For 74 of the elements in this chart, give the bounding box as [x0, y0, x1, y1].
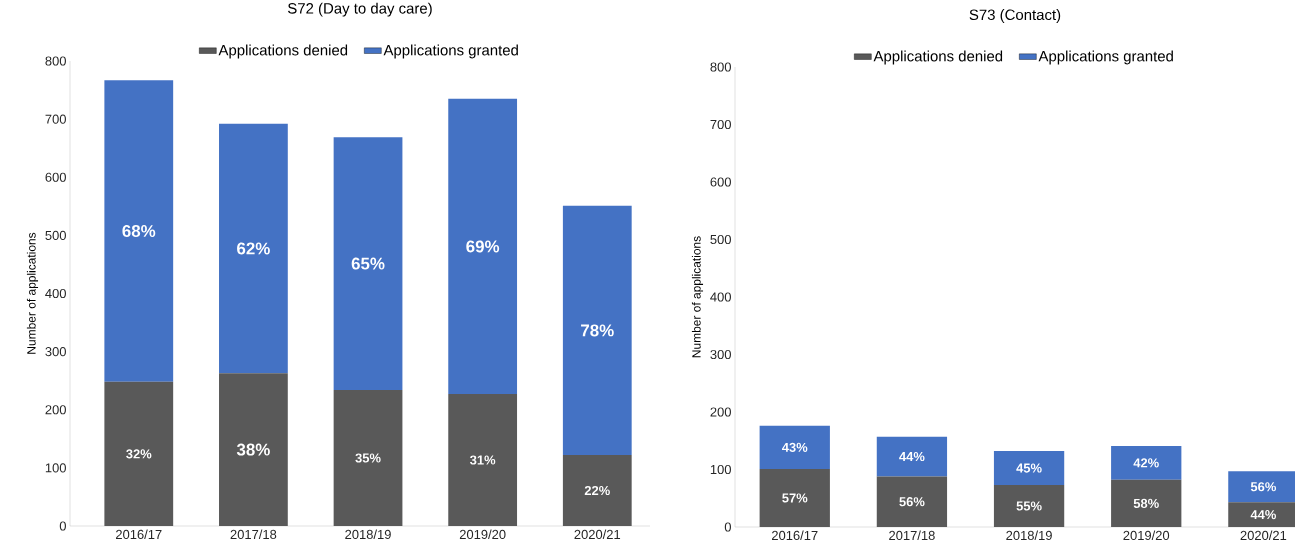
y-tick-label: 600 [710, 177, 731, 187]
x-tick-label: 2019/20 [459, 529, 506, 540]
bar [993, 451, 1065, 486]
y-tick-label: 200 [710, 407, 731, 417]
annotation: 65% [351, 257, 385, 270]
annotation: 57% [782, 493, 808, 503]
bar [1111, 479, 1182, 527]
y-tick-label: 100 [710, 464, 731, 475]
bar [219, 373, 288, 526]
annotation: 62% [237, 242, 270, 255]
bar [993, 485, 1065, 527]
x-tick-label: 2020/21 [574, 529, 621, 540]
x-tick-label: 2017/18 [230, 529, 277, 540]
bar [759, 425, 830, 469]
legend-label: Applications denied [873, 50, 1003, 65]
x-tick-label: 2020/21 [1240, 530, 1287, 541]
bar [562, 205, 632, 456]
y-tick-label: 400 [710, 292, 731, 302]
bar [562, 455, 632, 526]
annotation: 69% [466, 240, 500, 253]
chart-title: S73 (Contact) [969, 9, 1061, 23]
x-tick-label: 2016/17 [772, 530, 818, 541]
annotation: 56% [899, 497, 925, 507]
y-tick-label: 100 [45, 463, 66, 473]
annotation: 32% [126, 449, 152, 459]
legend-label: Applications granted [1038, 50, 1173, 65]
bar [1111, 445, 1182, 480]
annotation: 56% [1250, 482, 1276, 492]
bar [104, 381, 174, 526]
y-tick-label: 0 [724, 522, 731, 532]
chart-title: S72 (Day to day care) [288, 2, 432, 17]
bar [876, 436, 948, 477]
annotation: 44% [1250, 510, 1276, 520]
annotation: 44% [899, 452, 925, 462]
annotation: 31% [469, 455, 496, 465]
y-axis-title: Number of applications [691, 236, 704, 358]
bar [333, 137, 403, 390]
y-tick-label: 0 [59, 521, 66, 531]
y-axis-title: Number of applications [26, 232, 39, 354]
bar [448, 98, 518, 395]
legend-label: Applications denied [218, 44, 348, 59]
annotation: 43% [782, 442, 808, 452]
x-tick-label: 2016/17 [116, 529, 162, 540]
annotation: 22% [584, 485, 610, 496]
x-tick-label: 2018/19 [345, 529, 391, 540]
y-tick-label: 400 [45, 288, 66, 299]
annotation: 38% [236, 443, 270, 456]
y-tick-label: 300 [45, 347, 66, 357]
bar [104, 80, 174, 382]
annotation: 35% [355, 453, 381, 463]
y-tick-label: 500 [45, 230, 66, 240]
annotation: 42% [1133, 458, 1159, 468]
x-tick-label: 2019/20 [1123, 530, 1170, 541]
annotation: 55% [1016, 501, 1042, 511]
y-tick-label: 800 [45, 56, 66, 66]
annotation: 78% [581, 324, 614, 337]
y-tick-label: 200 [45, 405, 66, 415]
bar [219, 123, 288, 374]
legend-label: Applications granted [383, 44, 518, 59]
annotation: 58% [1133, 498, 1159, 509]
annotation: 68% [122, 225, 156, 238]
y-tick-label: 800 [710, 62, 731, 72]
annotation: 45% [1016, 463, 1042, 473]
x-tick-label: 2017/18 [889, 530, 935, 541]
y-tick-label: 700 [45, 114, 66, 124]
bar [448, 394, 518, 526]
y-tick-label: 600 [45, 172, 66, 182]
bar [876, 476, 948, 527]
y-tick-label: 500 [710, 234, 731, 245]
y-tick-label: 700 [710, 119, 731, 130]
x-tick-label: 2018/19 [1006, 530, 1052, 541]
bar [333, 389, 403, 526]
y-tick-label: 300 [710, 349, 731, 360]
bar [759, 468, 830, 527]
